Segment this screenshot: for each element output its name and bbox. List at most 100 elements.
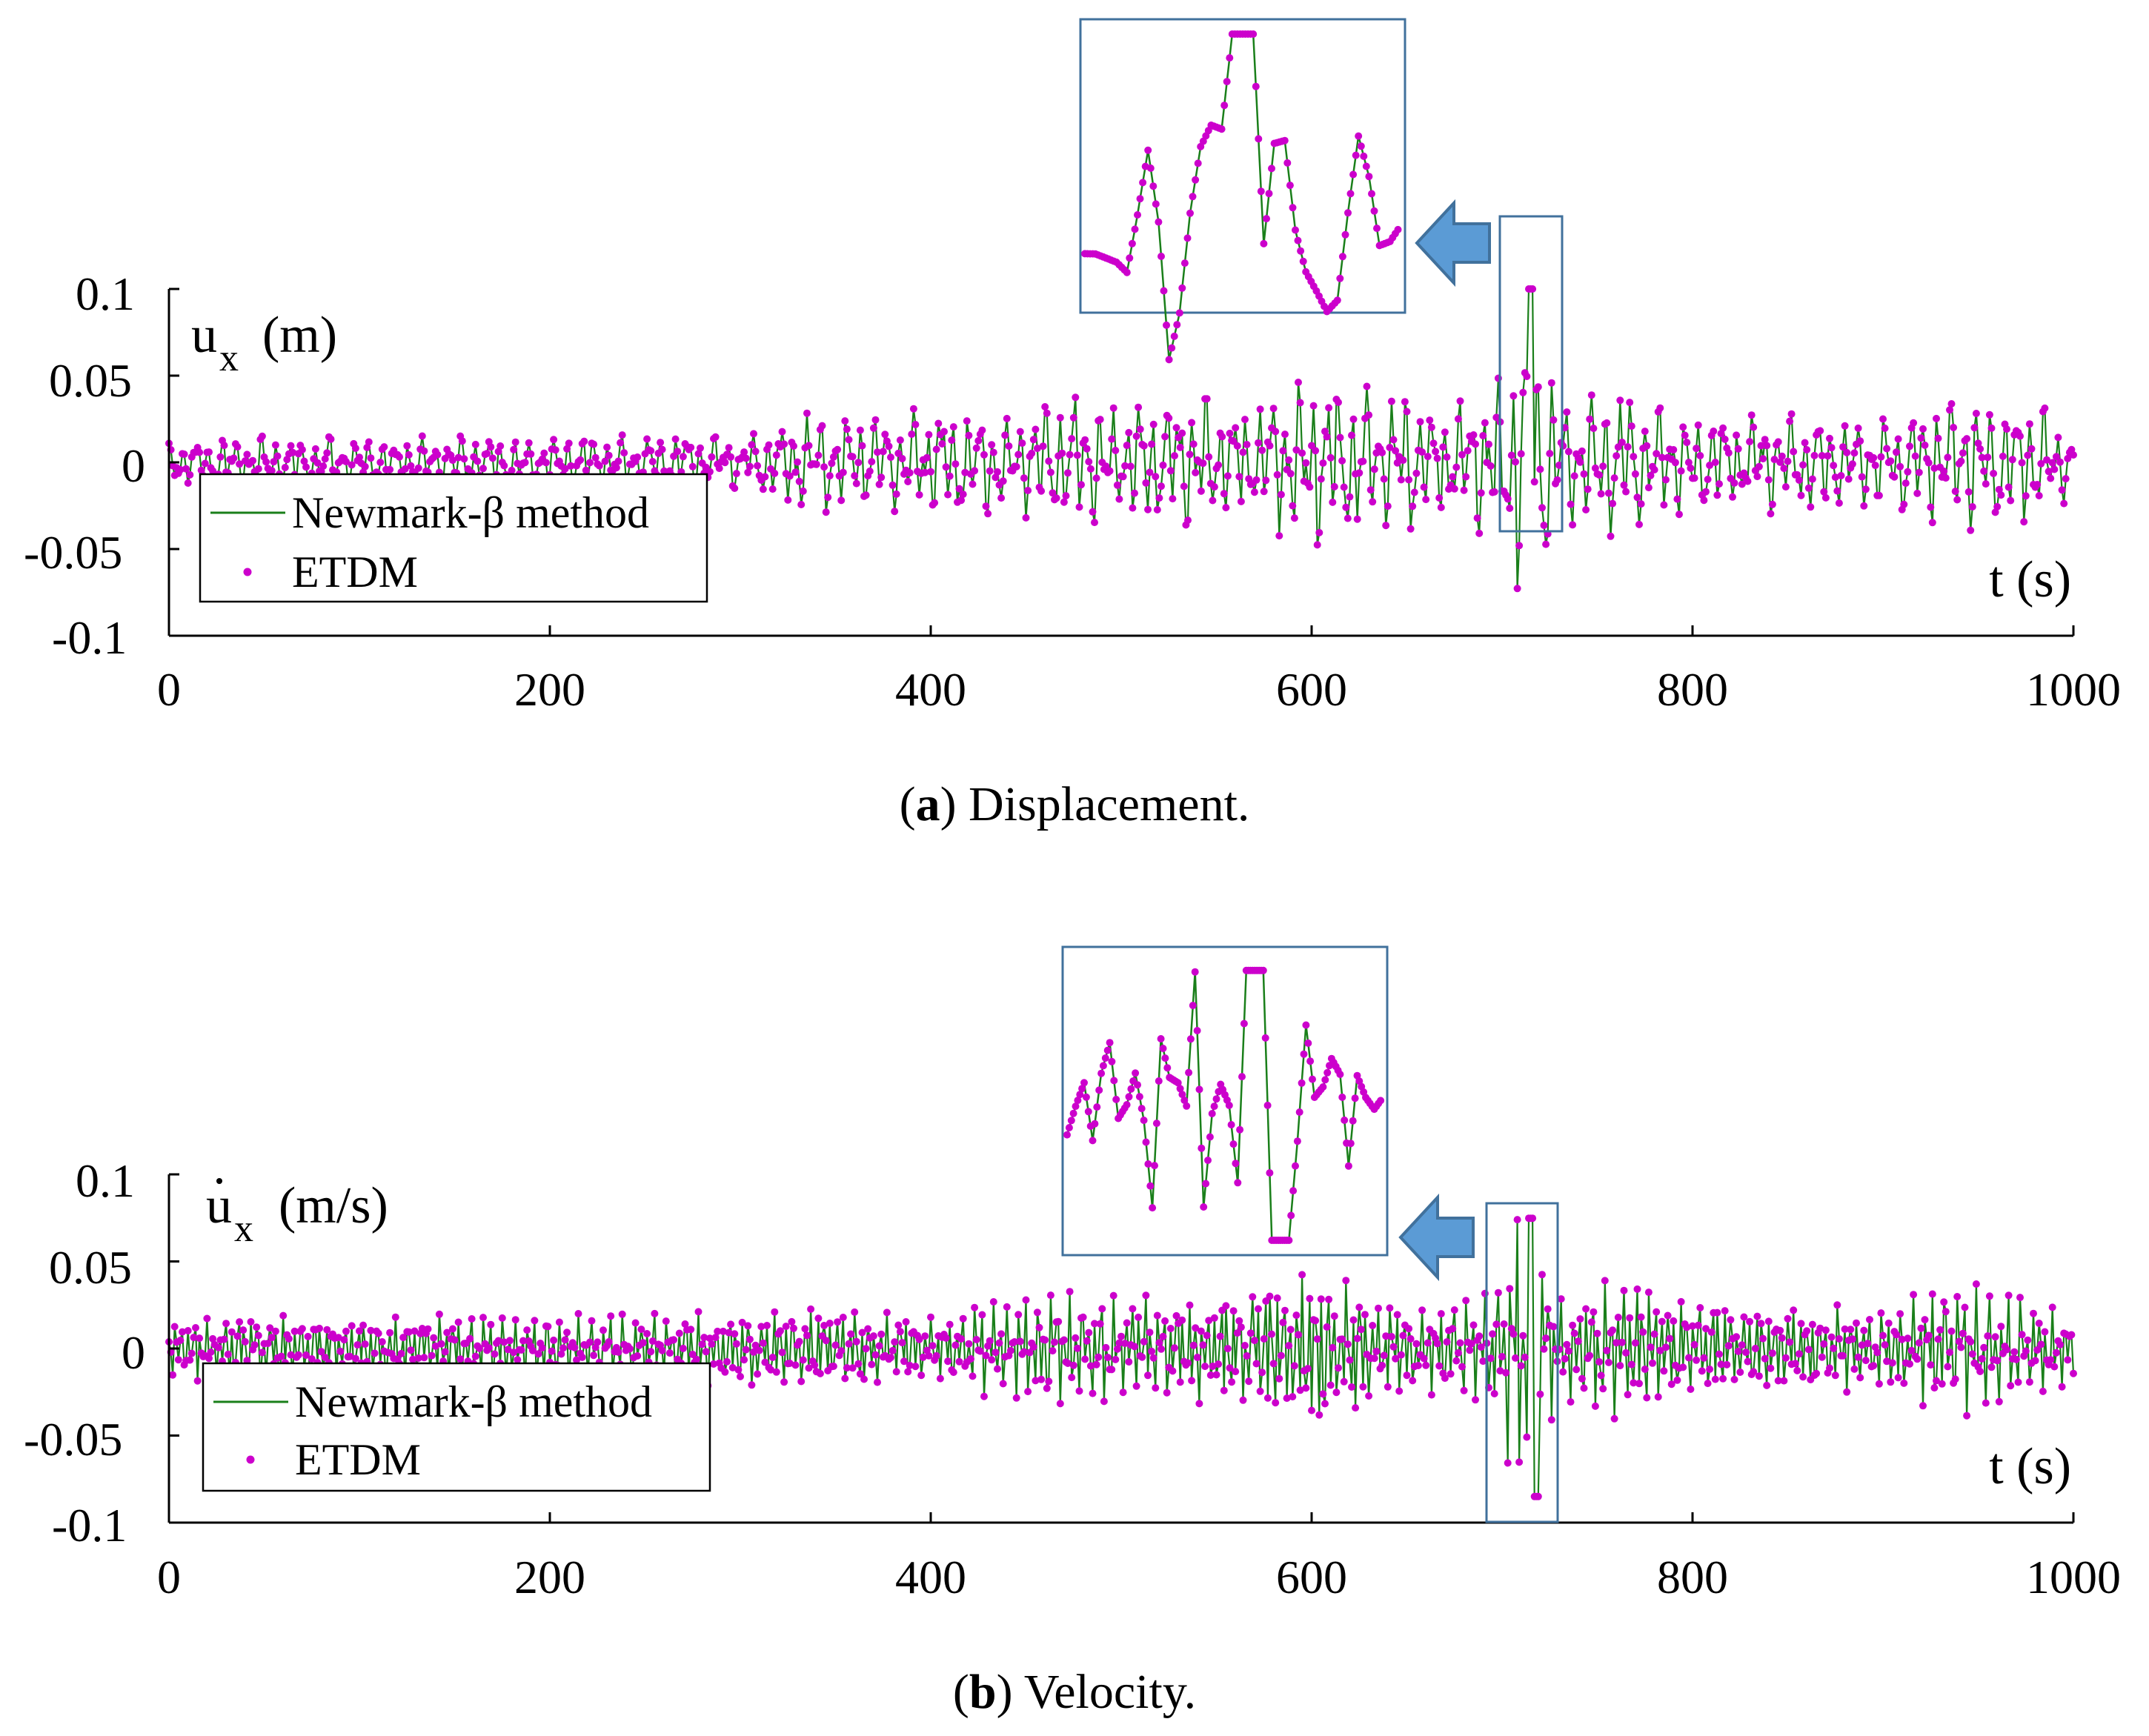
series-point-etdm <box>1370 465 1378 473</box>
series-point-etdm <box>1764 1317 1773 1326</box>
series-point-etdm <box>283 456 291 464</box>
series-point-etdm <box>1850 449 1859 457</box>
series-point-etdm <box>757 1323 765 1331</box>
inset-series-point <box>1180 1097 1189 1104</box>
inset-series-point <box>1349 170 1358 179</box>
series-point-etdm <box>1591 1402 1599 1410</box>
inset-series-point <box>1338 253 1346 261</box>
series-point-etdm <box>1884 1319 1893 1327</box>
y-tick-label: 0 <box>122 439 145 492</box>
inset-series-point <box>1238 1073 1246 1081</box>
series-point-etdm <box>768 1354 777 1361</box>
series-point-etdm <box>1733 431 1741 439</box>
inset-series-point <box>1183 1102 1191 1110</box>
series-point-etdm <box>1767 510 1775 518</box>
series-point-etdm <box>965 1340 973 1348</box>
series-point-etdm <box>1250 1337 1258 1345</box>
x-tick-label: 600 <box>1276 1551 1347 1603</box>
series-point-etdm <box>1146 468 1154 476</box>
series-point-etdm <box>1285 1342 1293 1350</box>
series-point-etdm <box>1603 1346 1611 1354</box>
series-point-etdm <box>1043 409 1051 417</box>
series-point-etdm <box>1614 1314 1622 1321</box>
series-point-etdm <box>837 1347 846 1355</box>
series-point-etdm <box>1429 439 1438 448</box>
series-point-etdm <box>1700 1354 1708 1362</box>
series-point-etdm <box>1012 462 1020 470</box>
series-point-etdm <box>1928 519 1936 527</box>
series-point-etdm <box>1203 395 1211 403</box>
series-point-etdm <box>1951 488 1959 496</box>
series-point-etdm <box>1664 1311 1672 1320</box>
series-point-etdm <box>754 1370 762 1378</box>
series-point-etdm <box>1967 1337 1975 1346</box>
series-point-etdm <box>828 459 836 468</box>
series-point-etdm <box>474 457 482 465</box>
series-point-etdm <box>1494 1288 1502 1297</box>
x-tick-label: 0 <box>157 1551 181 1603</box>
series-point-etdm <box>670 1336 678 1344</box>
series-point-etdm <box>768 485 777 493</box>
series-point-etdm <box>1569 1321 1577 1329</box>
series-point-etdm <box>1335 1364 1342 1372</box>
series-point-etdm <box>1781 483 1790 491</box>
series-point-etdm <box>1462 473 1470 481</box>
series-point-etdm <box>2020 518 2028 526</box>
series-point-etdm <box>1591 464 1599 472</box>
series-point-etdm <box>258 432 266 440</box>
inset-series-point <box>1227 1121 1235 1128</box>
series-point-etdm <box>1184 516 1192 525</box>
series-point-etdm <box>715 465 723 473</box>
series-point-etdm <box>1580 470 1588 478</box>
series-point-etdm <box>586 1338 594 1346</box>
series-point-etdm <box>1803 1327 1811 1335</box>
series-point-etdm <box>2014 1378 2022 1386</box>
series-point-etdm <box>751 448 760 456</box>
series-point-etdm <box>1564 448 1572 456</box>
series-point-etdm <box>2022 1347 2030 1355</box>
series-point-etdm <box>992 473 1000 482</box>
series-point-etdm <box>1940 1298 1948 1306</box>
series-point-etdm <box>424 1325 432 1333</box>
series-point-etdm <box>1206 1371 1215 1379</box>
series-point-etdm <box>755 1346 763 1354</box>
inset-series-point <box>1225 1101 1233 1109</box>
series-point-etdm <box>479 1314 487 1322</box>
series-point-etdm <box>1626 399 1634 407</box>
series-point-etdm <box>273 452 282 460</box>
inset-series-point <box>1106 1039 1114 1047</box>
series-point-etdm <box>268 1334 276 1342</box>
series-point-etdm <box>1086 1362 1095 1370</box>
series-point-etdm <box>1963 435 1971 443</box>
series-point-etdm <box>1077 481 1085 489</box>
series-point-etdm <box>1570 472 1578 480</box>
series-point-etdm <box>1893 448 1900 456</box>
series-point-etdm <box>751 1341 760 1349</box>
series-point-etdm <box>1326 453 1335 462</box>
inset-series-point <box>1134 1081 1141 1089</box>
series-point-etdm <box>1233 442 1241 450</box>
series-point-etdm <box>738 1318 746 1326</box>
series-point-etdm <box>820 463 828 471</box>
inset-series-point <box>1065 1124 1073 1131</box>
series-point-etdm <box>826 1320 834 1327</box>
series-point-etdm <box>1955 1337 1963 1346</box>
series-point-etdm <box>1898 1335 1906 1343</box>
series-point-etdm <box>1041 1336 1049 1344</box>
series-point-etdm <box>580 437 588 445</box>
series-point-etdm <box>799 487 807 495</box>
series-point-etdm <box>401 465 409 473</box>
series-point-etdm <box>1658 453 1666 462</box>
series-point-etdm <box>176 465 185 473</box>
series-point-etdm <box>170 1323 179 1331</box>
series-point-etdm <box>1073 1344 1081 1352</box>
series-point-etdm <box>1662 476 1670 484</box>
series-point-etdm <box>313 459 322 467</box>
series-point-etdm <box>1188 1377 1196 1385</box>
series-point-etdm <box>1098 1305 1106 1313</box>
series-point-etdm <box>2033 481 2042 488</box>
series-point-etdm <box>1033 1308 1041 1317</box>
series-point-etdm <box>1866 1316 1873 1323</box>
series-point-etdm <box>205 448 213 456</box>
inset-series-point <box>1185 1068 1193 1077</box>
